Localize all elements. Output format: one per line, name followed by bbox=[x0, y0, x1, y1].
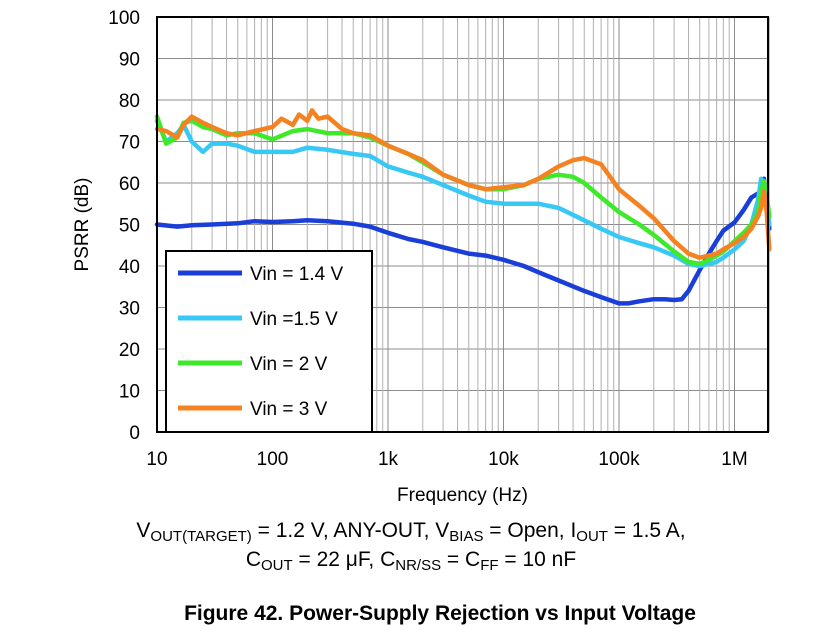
figure-caption: Figure 42. Power-Supply Rejection vs Inp… bbox=[184, 602, 696, 625]
y-axis-ticks: 0 10 20 30 40 50 60 70 80 90 100 bbox=[108, 8, 140, 444]
test-conditions-line-1: VOUT(TARGET) = 1.2 V, ANY-OUT, VBIAS = O… bbox=[136, 519, 686, 545]
legend-label: Vin = 2 V bbox=[250, 354, 328, 375]
y-tick-label: 90 bbox=[119, 50, 140, 71]
y-tick-label: 30 bbox=[119, 299, 140, 320]
x-axis-ticks: 10 100 1k 10k 100k 1M bbox=[146, 449, 747, 470]
series-line-4 bbox=[154, 108, 772, 260]
y-axis-label: PSRR (dB) bbox=[72, 178, 93, 272]
y-tick-label: 80 bbox=[119, 91, 140, 112]
x-tick-label: 10 bbox=[146, 449, 167, 470]
y-tick-label: 0 bbox=[129, 423, 140, 444]
x-tick-label: 1k bbox=[378, 449, 399, 470]
x-axis-label: Frequency (Hz) bbox=[397, 485, 528, 506]
legend-label: Vin =1.5 V bbox=[250, 309, 338, 330]
y-tick-label: 20 bbox=[119, 340, 140, 361]
x-tick-label: 100k bbox=[598, 449, 640, 470]
y-tick-label: 50 bbox=[119, 216, 140, 237]
plot-frame bbox=[156, 16, 769, 433]
y-tick-label: 10 bbox=[119, 382, 140, 403]
legend-label: Vin = 3 V bbox=[250, 399, 328, 420]
chart-series-group bbox=[154, 108, 772, 306]
legend-label: Vin = 1.4 V bbox=[250, 264, 343, 285]
test-conditions-line-2: COUT = 22 μF, CNR/SS = CFF = 10 nF bbox=[245, 548, 577, 574]
x-tick-label: 10k bbox=[488, 449, 519, 470]
y-tick-label: 40 bbox=[119, 257, 140, 278]
legend: Vin = 1.4 V Vin =1.5 V Vin = 2 V Vin = 3 V bbox=[165, 250, 373, 433]
y-tick-label: 100 bbox=[108, 8, 140, 29]
y-tick-label: 60 bbox=[119, 174, 140, 195]
series-line-2 bbox=[154, 118, 772, 269]
x-tick-label: 100 bbox=[257, 449, 289, 470]
legend-box bbox=[165, 250, 373, 433]
x-tick-label: 1M bbox=[721, 449, 747, 470]
series-line-1 bbox=[154, 176, 772, 306]
y-tick-label: 70 bbox=[119, 133, 140, 154]
